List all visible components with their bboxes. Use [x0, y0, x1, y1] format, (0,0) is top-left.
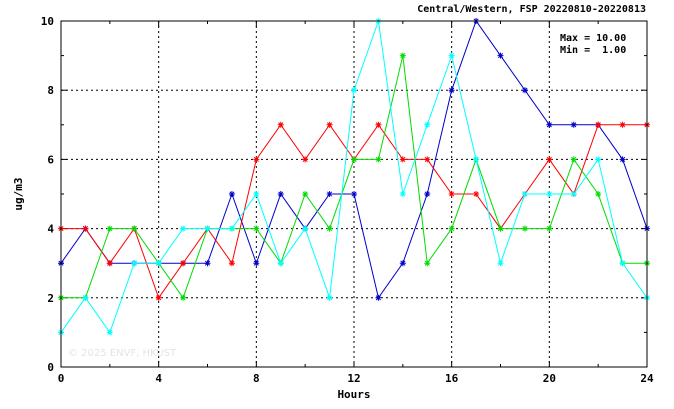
x-tick-label: 8: [253, 372, 260, 385]
data-point-marker: [399, 191, 406, 197]
y-tick-label: 4: [47, 223, 54, 236]
data-point-marker: [106, 329, 113, 336]
data-point-marker: [375, 294, 382, 301]
data-point-marker: [204, 260, 211, 267]
data-point-marker: [570, 121, 577, 128]
data-point-marker: [277, 260, 284, 267]
data-point-marker: [521, 87, 528, 94]
plot-frame: [60, 20, 648, 368]
data-point-marker: [497, 52, 504, 59]
data-point-marker: [546, 225, 553, 232]
data-point-marker: [546, 191, 553, 197]
data-point-marker: [106, 225, 113, 232]
x-tick-label: 20: [543, 372, 556, 385]
data-point-marker: [253, 191, 260, 197]
data-point-marker: [302, 156, 309, 163]
data-point-marker: [326, 121, 333, 128]
data-point-marker: [448, 87, 455, 94]
data-point-marker: [448, 225, 455, 232]
data-point-marker: [155, 294, 162, 301]
y-axis-title: ug/m3: [12, 177, 25, 210]
data-point-marker: [131, 225, 138, 232]
data-point-marker: [277, 191, 284, 197]
series-layer: [58, 18, 650, 336]
data-point-marker: [448, 52, 455, 59]
data-point-marker: [570, 156, 577, 163]
data-point-marker: [375, 156, 382, 163]
data-point-marker: [228, 225, 235, 232]
data-point-marker: [546, 121, 553, 128]
data-point-marker: [399, 260, 406, 267]
data-point-marker: [131, 260, 138, 267]
data-point-marker: [180, 225, 187, 232]
x-tick-label: 0: [58, 372, 65, 385]
data-point-marker: [448, 191, 455, 197]
max-annotation: Max = 10.00: [560, 33, 626, 44]
data-point-marker: [351, 156, 357, 163]
data-point-marker: [277, 121, 284, 128]
data-point-marker: [204, 225, 211, 232]
y-tick-label: 0: [47, 361, 54, 374]
data-point-marker: [253, 260, 260, 267]
data-point-marker: [424, 156, 431, 163]
data-point-marker: [302, 191, 309, 197]
data-point-marker: [521, 225, 528, 232]
data-point-marker: [473, 191, 480, 197]
data-point-marker: [228, 260, 235, 267]
x-tick-label: 12: [347, 372, 360, 385]
x-tick-label: 4: [155, 372, 162, 385]
data-point-marker: [82, 294, 89, 301]
data-point-marker: [570, 191, 577, 197]
y-tick-labels: 0 2 4 6 8 10: [41, 15, 55, 374]
data-point-marker: [351, 87, 357, 94]
x-tick-label: 16: [445, 372, 459, 385]
data-point-marker: [595, 191, 602, 197]
data-point-marker: [326, 225, 333, 232]
data-point-marker: [326, 294, 333, 301]
data-point-marker: [253, 156, 260, 163]
min-annotation: Min = 1.00: [560, 44, 626, 56]
data-point-marker: [521, 191, 528, 197]
data-point-marker: [424, 191, 431, 197]
chart-title: Central/Western, FSP 20220810-20220813: [417, 4, 646, 15]
data-point-marker: [619, 260, 626, 267]
y-tick-label: 2: [47, 292, 54, 305]
data-point-marker: [351, 191, 357, 197]
y-tick-label: 6: [47, 153, 54, 166]
data-point-marker: [106, 260, 113, 267]
data-point-marker: [399, 156, 406, 163]
data-point-marker: [473, 156, 480, 163]
data-point-marker: [619, 121, 626, 128]
data-point-marker: [155, 260, 162, 267]
data-point-marker: [424, 260, 431, 267]
data-point-marker: [595, 156, 602, 163]
watermark: © 2025 ENVF, HKUST: [68, 348, 177, 359]
data-point-marker: [253, 225, 260, 232]
data-point-marker: [302, 225, 309, 232]
data-point-marker: [595, 121, 602, 128]
data-point-marker: [399, 52, 406, 59]
data-point-marker: [424, 121, 431, 128]
x-axis-title: Hours: [337, 388, 370, 401]
data-point-marker: [82, 225, 89, 232]
data-point-marker: [497, 260, 504, 267]
data-point-marker: [228, 191, 235, 197]
data-point-marker: [497, 225, 504, 232]
data-point-marker: [180, 260, 187, 267]
y-tick-label: 10: [41, 15, 54, 28]
data-point-marker: [546, 156, 553, 163]
data-point-marker: [326, 191, 333, 197]
x-tick-label: 24: [640, 372, 654, 385]
x-tick-labels: 0 4 8 12 16 20 24: [58, 372, 654, 385]
y-tick-label: 8: [47, 84, 54, 97]
data-point-marker: [180, 294, 187, 301]
data-point-marker: [619, 156, 626, 163]
data-point-marker: [375, 121, 382, 128]
